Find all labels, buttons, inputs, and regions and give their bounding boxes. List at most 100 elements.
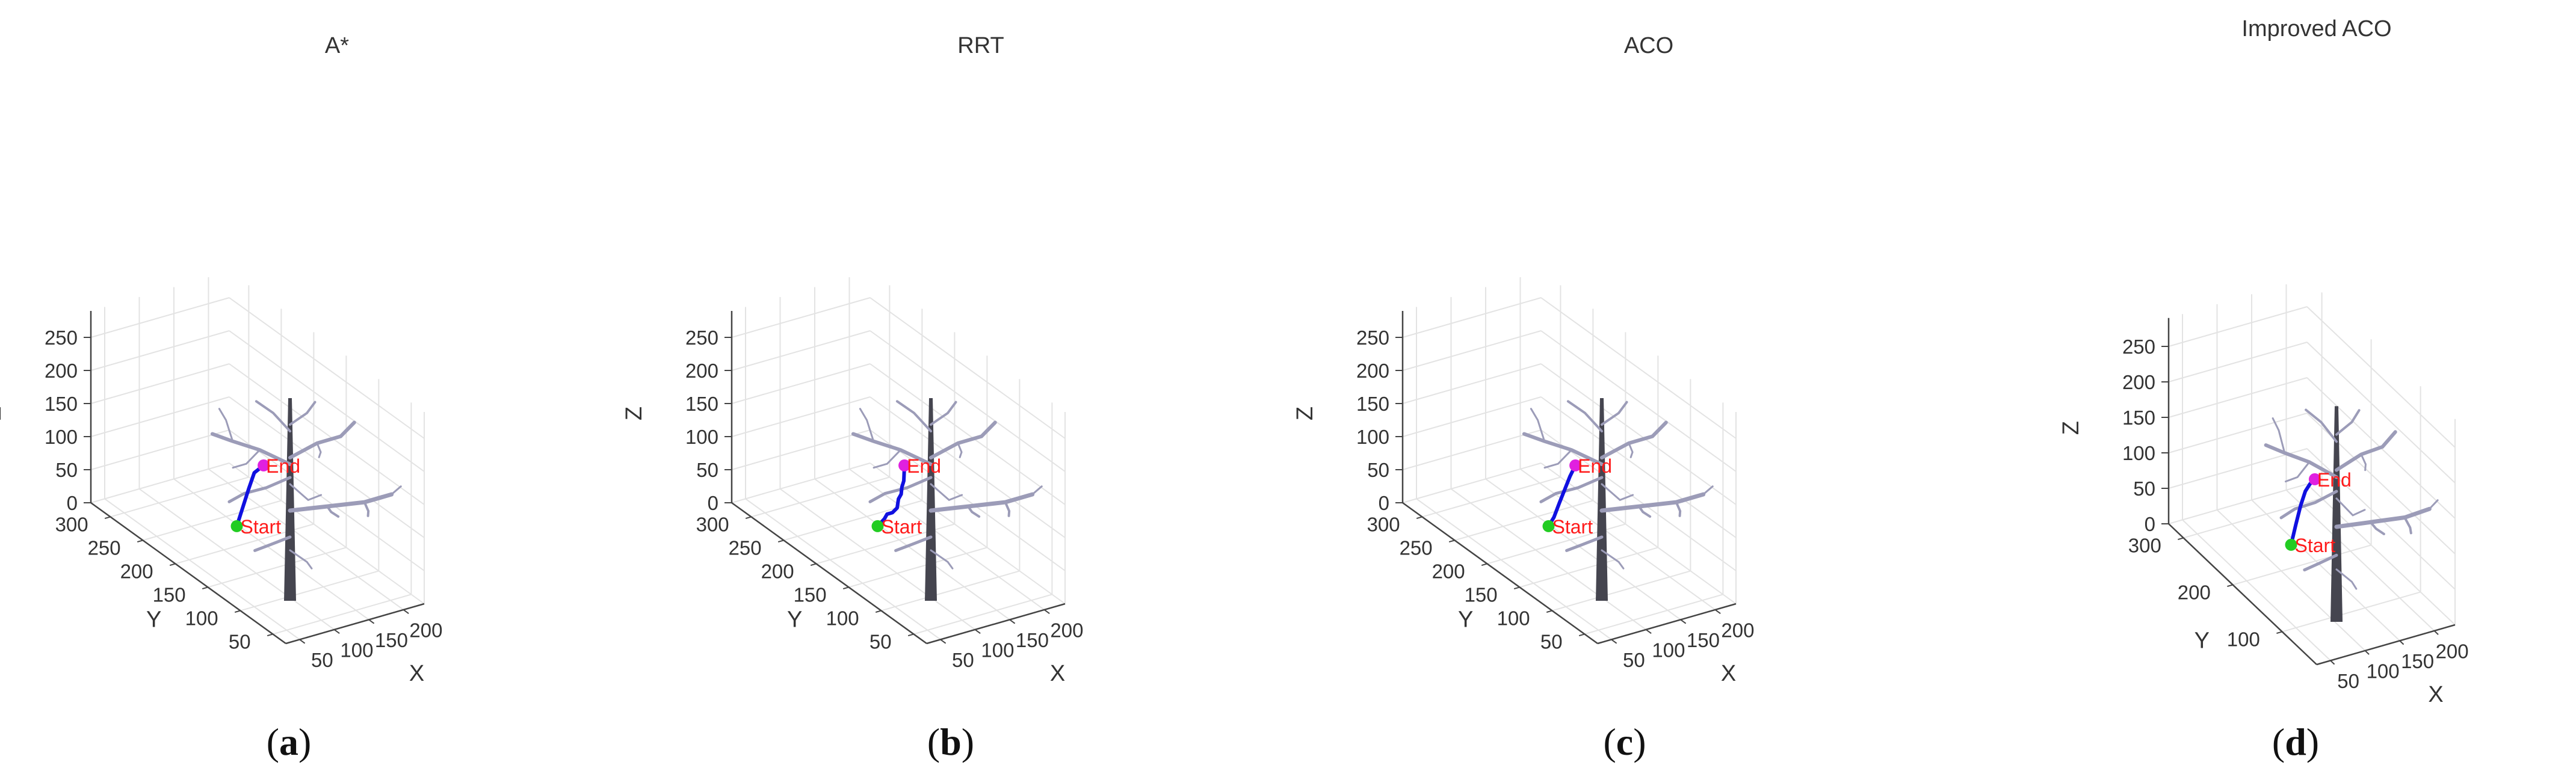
z-axis-label: Z xyxy=(622,407,647,420)
gridline xyxy=(2216,509,2366,651)
end-label: End xyxy=(266,455,300,477)
y-tick xyxy=(2178,537,2184,541)
y-tick xyxy=(1416,516,1422,520)
panel-label: (d) xyxy=(2272,720,2319,763)
gridline xyxy=(2168,342,2308,382)
panel-label: (b) xyxy=(927,720,974,763)
gridline xyxy=(881,570,1020,612)
x-tick-label: 50 xyxy=(311,649,333,671)
tree-branch xyxy=(928,492,1035,513)
gridline xyxy=(1519,468,1716,610)
gridline xyxy=(869,429,1066,571)
gridline xyxy=(1540,330,1737,472)
y-tick xyxy=(1481,563,1487,567)
gridline xyxy=(1540,396,1737,538)
tree-branch xyxy=(930,401,957,426)
gridline xyxy=(138,488,335,630)
y-tick-label: 300 xyxy=(696,514,729,536)
z-tick-label: 100 xyxy=(1356,426,1389,448)
x-tick-label: 150 xyxy=(2401,650,2434,672)
end-marker xyxy=(258,459,270,471)
tree-branch xyxy=(1675,501,1682,517)
gridline xyxy=(229,462,425,604)
y-tick xyxy=(907,633,914,637)
tree-branch xyxy=(929,420,997,459)
z-tick-label: 250 xyxy=(45,327,78,349)
gridline xyxy=(2183,497,2322,539)
gridline xyxy=(90,396,230,437)
y-tick xyxy=(875,610,882,613)
gridline xyxy=(229,297,425,439)
tree-branch xyxy=(1637,505,1652,518)
gridline xyxy=(208,547,347,588)
planned-path xyxy=(1546,463,1578,528)
tree-branch xyxy=(2272,417,2286,454)
tree-branch xyxy=(2264,443,2338,479)
panel-a: 50 100 150 20050100150200250300050100150200… xyxy=(0,33,442,763)
y-tick-label: 200 xyxy=(120,560,153,583)
z-tick-label: 100 xyxy=(685,426,718,448)
tree-branch xyxy=(1601,401,1628,426)
tree-branch xyxy=(232,449,261,469)
y-tick xyxy=(234,610,241,613)
x-tick-label: 50 xyxy=(2337,670,2359,692)
x-tick-label: 200 xyxy=(1050,619,1083,641)
tree-branch xyxy=(851,432,933,466)
y-tick-label: 250 xyxy=(1400,537,1433,559)
gridline xyxy=(2282,591,2421,633)
gridline xyxy=(240,570,379,612)
tree-branch xyxy=(253,535,292,552)
z-tick-label: 50 xyxy=(1367,459,1389,481)
z-tick-label: 200 xyxy=(2122,371,2155,393)
y-tick-label: 50 xyxy=(869,631,892,653)
tree-trunk xyxy=(1596,398,1608,601)
y-tick xyxy=(1578,633,1585,637)
gridline xyxy=(1540,297,1737,439)
x-tick-label: 100 xyxy=(340,639,373,661)
tree-branch xyxy=(873,449,902,469)
tree-branch xyxy=(930,549,954,570)
y-tick-label: 100 xyxy=(1497,607,1530,630)
start-label: Start xyxy=(2295,535,2336,556)
gridline xyxy=(208,468,404,610)
gridline xyxy=(104,498,300,640)
y-tick-label: 100 xyxy=(826,607,859,630)
gridline xyxy=(173,478,369,621)
y-tick-label: 300 xyxy=(1367,514,1400,536)
y-tick xyxy=(810,563,817,567)
gridline xyxy=(1584,594,1723,635)
tree-branch xyxy=(2335,497,2366,517)
tree-branch xyxy=(1599,492,1706,513)
gridline xyxy=(1416,498,1612,640)
y-tick xyxy=(842,586,849,590)
z-tick-label: 250 xyxy=(1356,327,1389,349)
z-axis-label: Z xyxy=(2059,421,2084,435)
tree-branch xyxy=(363,501,370,517)
z-tick-label: 0 xyxy=(67,492,78,514)
gridline xyxy=(1519,547,1658,588)
tree-branch xyxy=(255,400,291,432)
y-tick-label: 150 xyxy=(1465,584,1498,606)
z-tick-label: 200 xyxy=(45,360,78,382)
gridline xyxy=(1402,330,1542,371)
x-axis-label: X xyxy=(1721,661,1736,686)
y-tick-label: 50 xyxy=(229,631,251,653)
gridline xyxy=(848,468,1045,610)
y-tick xyxy=(1546,610,1552,613)
gridline xyxy=(814,478,1010,621)
tree-branch xyxy=(391,485,402,496)
y-tick xyxy=(745,516,752,520)
x-tick xyxy=(2399,640,2405,645)
start-marker xyxy=(2285,538,2297,551)
x-axis xyxy=(926,603,1066,645)
y-tick xyxy=(202,586,208,590)
tree-branch xyxy=(1601,549,1625,570)
tree-branch xyxy=(326,505,340,518)
tree-branch xyxy=(1600,420,1668,459)
tree-branch xyxy=(289,401,317,426)
x-tick xyxy=(2433,630,2439,635)
gridline xyxy=(731,297,871,338)
tree-branch xyxy=(1566,400,1603,432)
x-tick-label: 50 xyxy=(1623,649,1645,671)
